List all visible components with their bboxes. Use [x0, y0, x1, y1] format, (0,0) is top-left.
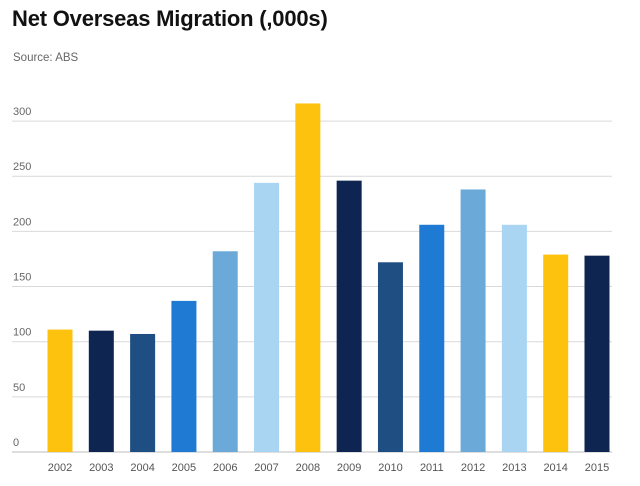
bar-2007[interactable]	[254, 182, 280, 453]
bar-2013[interactable]	[501, 224, 527, 452]
bar-2003[interactable]	[88, 330, 114, 452]
bar-2006[interactable]	[212, 251, 238, 452]
bar-2010[interactable]	[377, 262, 403, 452]
x-tick-label: 2014	[543, 462, 567, 474]
bar-2008[interactable]	[295, 103, 321, 453]
bar-2011[interactable]	[419, 224, 445, 452]
y-tick-label: 250	[13, 161, 31, 173]
y-tick-label: 0	[13, 437, 19, 449]
x-tick-label: 2005	[172, 462, 196, 474]
x-tick-label: 2012	[461, 462, 485, 474]
x-tick-label: 2009	[337, 462, 361, 474]
chart-subtitle: Source: ABS	[13, 52, 79, 64]
y-tick-label: 150	[13, 272, 31, 284]
y-tick-label: 200	[13, 216, 31, 228]
x-tick-label: 2013	[502, 462, 526, 474]
bar-2015[interactable]	[584, 255, 610, 452]
bar-2005[interactable]	[171, 300, 197, 452]
bar-2004[interactable]	[130, 333, 156, 452]
x-tick-label: 2007	[254, 462, 278, 474]
y-tick-label: 300	[13, 106, 31, 118]
y-tick-label: 50	[13, 382, 25, 394]
bar-2012[interactable]	[460, 189, 486, 452]
x-tick-label: 2003	[89, 462, 113, 474]
bar-2014[interactable]	[543, 254, 569, 452]
y-tick-label: 100	[13, 327, 31, 339]
bar-2009[interactable]	[336, 180, 362, 452]
x-tick-label: 2006	[213, 462, 237, 474]
chart-title: Net Overseas Migration (,000s)	[12, 6, 328, 31]
x-tick-label: 2015	[585, 462, 609, 474]
x-tick-label: 2004	[130, 462, 154, 474]
x-tick-label: 2011	[420, 462, 444, 474]
x-tick-label: 2010	[378, 462, 402, 474]
bar-2002[interactable]	[47, 329, 73, 452]
x-tick-label: 2002	[48, 462, 72, 474]
x-tick-label: 2008	[296, 462, 320, 474]
